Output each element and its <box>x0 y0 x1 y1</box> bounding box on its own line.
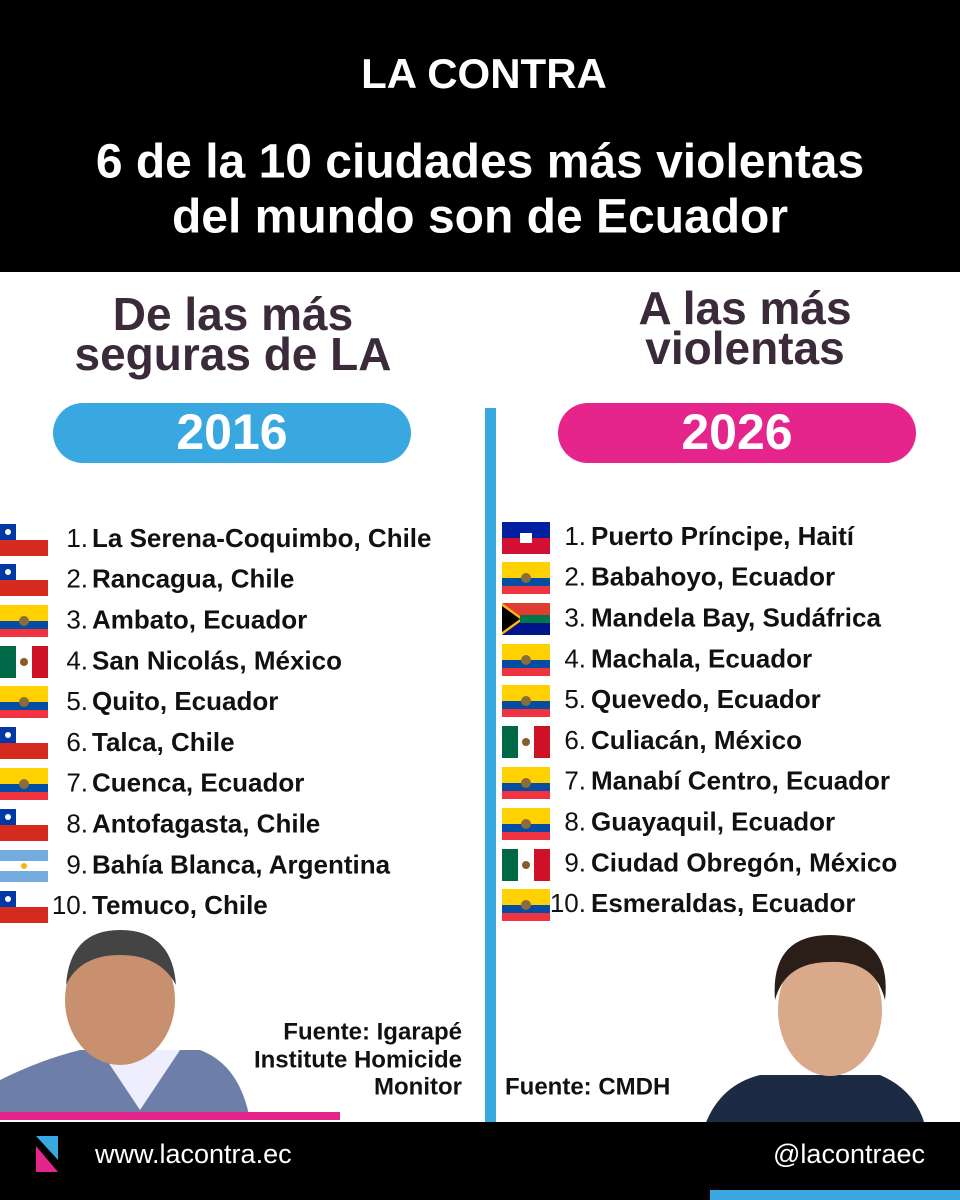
footer-bg <box>0 1122 960 1200</box>
city: Temuco, Chile <box>92 890 268 920</box>
left-heading: seguras de LA <box>75 328 392 380</box>
website: www.lacontra.ec <box>94 1139 292 1169</box>
rank: 5. <box>66 686 88 716</box>
accent-bar <box>710 1190 960 1200</box>
year: 2016 <box>176 404 287 460</box>
city: Manabí Centro, Ecuador <box>591 766 890 796</box>
rank: 8. <box>564 806 586 836</box>
city: Quito, Ecuador <box>92 686 278 716</box>
city: Ambato, Ecuador <box>92 604 307 634</box>
header-bg <box>0 0 960 272</box>
right-photo <box>705 935 925 1125</box>
source: Fuente: Igarapé <box>283 1018 462 1045</box>
city: Quevedo, Ecuador <box>591 684 821 714</box>
footer-logo <box>36 1136 58 1160</box>
city: Talca, Chile <box>92 727 235 757</box>
rank: 2. <box>564 562 586 592</box>
right-heading: A las más <box>638 282 851 334</box>
rank: 7. <box>66 768 88 798</box>
year: 2026 <box>681 404 792 460</box>
rank: 10. <box>52 890 88 920</box>
city: Cuenca, Ecuador <box>92 768 304 798</box>
rank: 1. <box>66 523 88 553</box>
source: Fuente: CMDH <box>505 1073 670 1100</box>
city: Babahoyo, Ecuador <box>591 562 835 592</box>
accent-bar <box>0 1112 340 1120</box>
rank: 3. <box>66 604 88 634</box>
city: Machala, Ecuador <box>591 643 812 673</box>
city: San Nicolás, México <box>92 645 342 675</box>
rank: 6. <box>66 727 88 757</box>
rank: 4. <box>66 645 88 675</box>
rank: 9. <box>66 849 88 879</box>
handle: @lacontraec <box>773 1139 925 1169</box>
left-heading: De las más <box>113 288 353 340</box>
rank: 8. <box>66 808 88 838</box>
city: Esmeraldas, Ecuador <box>591 888 855 918</box>
source: Monitor <box>374 1073 462 1100</box>
right-heading: violentas <box>645 322 844 374</box>
city: Puerto Príncipe, Haití <box>591 521 855 551</box>
rank: 5. <box>564 684 586 714</box>
source: Institute Homicide <box>254 1046 462 1073</box>
city: Guayaquil, Ecuador <box>591 806 835 836</box>
city: Culiacán, México <box>591 725 802 755</box>
rank: 4. <box>564 643 586 673</box>
title-line: del mundo son de Ecuador <box>172 191 788 244</box>
year-pill <box>558 403 916 463</box>
city: Antofagasta, Chile <box>92 808 320 838</box>
rank: 2. <box>66 564 88 594</box>
city: La Serena-Coquimbo, Chile <box>92 523 432 553</box>
rank: 1. <box>564 521 586 551</box>
rank: 10. <box>550 888 586 918</box>
city: Rancagua, Chile <box>92 564 294 594</box>
rank: 3. <box>564 602 586 632</box>
rank: 6. <box>564 725 586 755</box>
left-flags <box>0 524 48 923</box>
footer-logo <box>36 1146 58 1172</box>
rank: 9. <box>564 847 586 877</box>
title-line: 6 de la 10 ciudades más violentas <box>96 136 864 189</box>
right-flags <box>502 522 550 921</box>
divider <box>485 408 496 1122</box>
logo: LA CONTRA <box>361 50 607 97</box>
left-photo <box>0 930 250 1120</box>
city: Mandela Bay, Sudáfrica <box>591 602 881 632</box>
city: Ciudad Obregón, México <box>591 847 897 877</box>
city: Bahía Blanca, Argentina <box>92 849 391 879</box>
rank: 7. <box>564 766 586 796</box>
year-pill <box>53 403 411 463</box>
